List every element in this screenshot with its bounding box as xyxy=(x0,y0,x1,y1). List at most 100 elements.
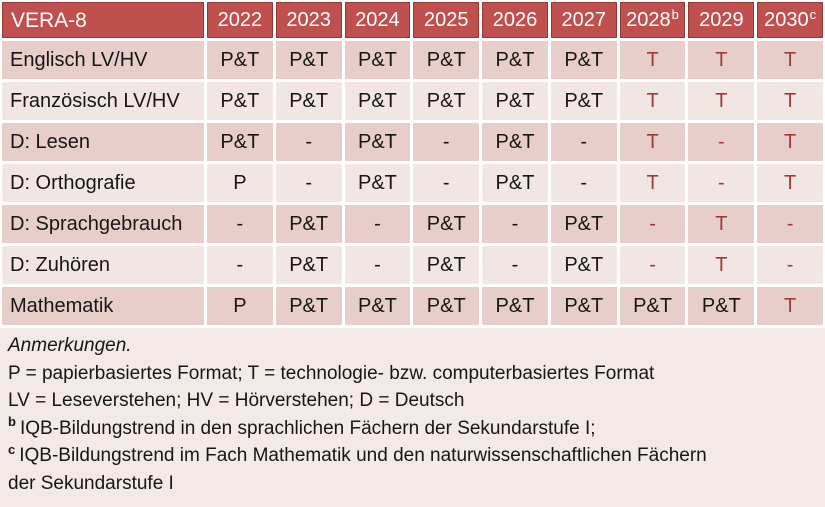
cell-value: P xyxy=(207,287,273,325)
cell-value: - xyxy=(688,123,755,161)
table-header-year: 2022 xyxy=(207,2,273,38)
cell-value: T xyxy=(688,82,755,120)
cell-value: P&T xyxy=(207,82,273,120)
cell-value: P&T xyxy=(482,287,548,325)
year-footnote-marker: b xyxy=(671,6,679,22)
cell-value: P&T xyxy=(413,41,480,79)
table-header-title: VERA-8 xyxy=(2,2,204,38)
cell-value: T xyxy=(757,123,823,161)
cell-value: - xyxy=(482,205,548,243)
note-line: P = papierbasiertes Format; T = technolo… xyxy=(8,360,815,388)
row-label: D: Zuhören xyxy=(2,246,204,284)
row-label: D: Sprachgebrauch xyxy=(2,205,204,243)
note-line: Anmerkungen. xyxy=(8,332,815,360)
row-label: Englisch LV/HV xyxy=(2,41,204,79)
year-label: 2027 xyxy=(561,9,607,31)
year-label: 2025 xyxy=(423,9,469,31)
year-footnote-marker: c xyxy=(809,6,817,22)
cell-value: - xyxy=(619,246,686,284)
table-header-year: 2030 c xyxy=(757,2,823,38)
note-text: Anmerkungen. xyxy=(8,335,132,356)
cell-value: - xyxy=(619,205,686,243)
vera-table: VERA-8 2022 2023 2024 2025 2026 2027 2028 b 2029… xyxy=(0,0,825,325)
year-label: 2026 xyxy=(492,9,538,31)
footnote-marker: b xyxy=(8,414,16,430)
year-label: 2029 xyxy=(699,9,744,31)
cell-value: P&T xyxy=(344,164,411,202)
cell-value: - xyxy=(550,164,617,202)
year-label: 2028 xyxy=(626,9,671,31)
cell-value: P&T xyxy=(550,41,617,79)
cell-value: - xyxy=(413,164,480,202)
cell-value: P&T xyxy=(275,82,342,120)
cell-value: P&T xyxy=(619,287,686,325)
year-label: 2023 xyxy=(286,9,331,31)
cell-value: P xyxy=(207,164,273,202)
cell-value: - xyxy=(344,205,411,243)
cell-value: P&T xyxy=(207,41,273,79)
cell-value: P&T xyxy=(482,164,548,202)
cell-value: - xyxy=(275,123,342,161)
table-header-year: 2028 b xyxy=(619,2,686,38)
cell-value: - xyxy=(688,164,755,202)
cell-value: T xyxy=(757,164,823,202)
year-label: 2022 xyxy=(217,9,263,31)
cell-value: P&T xyxy=(413,205,480,243)
cell-value: T xyxy=(688,41,755,79)
cell-value: P&T xyxy=(207,123,273,161)
notes-section: Anmerkungen. P = papierbasiertes Format; … xyxy=(0,328,825,507)
cell-value: - xyxy=(413,123,480,161)
cell-value: P&T xyxy=(688,287,755,325)
cell-value: P&T xyxy=(550,287,617,325)
row-label: D: Lesen xyxy=(2,123,204,161)
cell-value: P&T xyxy=(550,82,617,120)
cell-value: P&T xyxy=(482,82,548,120)
cell-value: - xyxy=(482,246,548,284)
table-header-year: 2029 xyxy=(688,2,755,38)
table-header-year: 2027 xyxy=(550,2,617,38)
row-label: Mathematik xyxy=(2,287,204,325)
cell-value: P&T xyxy=(344,41,411,79)
cell-value: T xyxy=(757,287,823,325)
cell-value: P&T xyxy=(344,82,411,120)
note-text: P = papierbasiertes Format; T = technolo… xyxy=(8,362,655,384)
cell-value: T xyxy=(619,123,686,161)
note-text: IQB-Bildungstrend im Fach Mathematik und… xyxy=(8,445,707,494)
cell-value: P&T xyxy=(344,287,411,325)
footnote-marker: c xyxy=(8,441,16,457)
note-text: LV = Leseverstehen; HV = Hörverstehen; D… xyxy=(8,390,465,411)
year-label: 2030 xyxy=(764,9,809,31)
cell-value: - xyxy=(757,246,823,284)
note-line: c IQB-Bildungstrend im Fach Mathematik un… xyxy=(8,442,708,497)
cell-value: P&T xyxy=(344,123,411,161)
cell-value: P&T xyxy=(275,205,342,243)
cell-value: T xyxy=(619,82,686,120)
cell-value: P&T xyxy=(413,287,480,325)
cell-value: T xyxy=(757,82,823,120)
cell-value: T xyxy=(688,246,755,284)
cell-value: - xyxy=(207,205,273,243)
note-line: b IQB-Bildungstrend in den sprachlichen F… xyxy=(8,415,815,443)
cell-value: - xyxy=(275,164,342,202)
cell-value: P&T xyxy=(275,41,342,79)
cell-value: P&T xyxy=(275,287,342,325)
cell-value: - xyxy=(344,246,411,284)
table-header-year: 2023 xyxy=(275,2,342,38)
cell-value: P&T xyxy=(413,246,480,284)
note-line: LV = Leseverstehen; HV = Hörverstehen; D… xyxy=(8,387,815,415)
cell-value: P&T xyxy=(550,246,617,284)
table-header-year: 2024 xyxy=(344,2,411,38)
table-header-year: 2026 xyxy=(482,2,548,38)
cell-value: P&T xyxy=(413,82,480,120)
row-label: D: Orthografie xyxy=(2,164,204,202)
year-label: 2024 xyxy=(355,9,400,31)
cell-value: P&T xyxy=(275,246,342,284)
cell-value: P&T xyxy=(550,205,617,243)
cell-value: P&T xyxy=(482,41,548,79)
cell-value: T xyxy=(757,41,823,79)
cell-value: - xyxy=(757,205,823,243)
cell-value: T xyxy=(619,41,686,79)
cell-value: T xyxy=(688,205,755,243)
cell-value: P&T xyxy=(482,123,548,161)
